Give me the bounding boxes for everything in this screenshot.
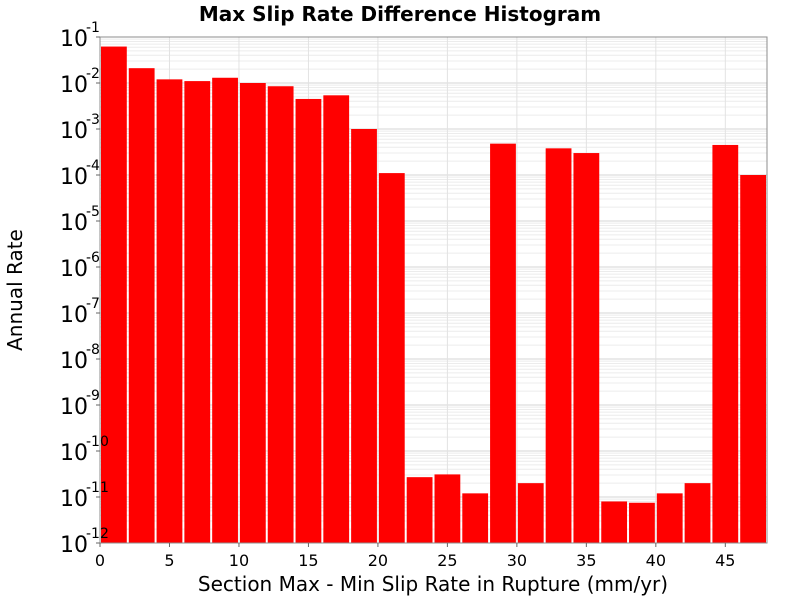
histogram-bar xyxy=(545,148,572,543)
histogram-bar xyxy=(128,68,155,543)
bars xyxy=(101,46,766,544)
histogram-bar xyxy=(239,83,266,543)
y-tick-label: 10 xyxy=(60,303,88,328)
histogram-bar xyxy=(573,153,600,543)
histogram-bar xyxy=(740,175,766,543)
histogram-bar xyxy=(295,98,322,544)
x-tick-label: 30 xyxy=(507,551,527,570)
x-tick-label: 40 xyxy=(646,551,666,570)
histogram-bar xyxy=(629,502,655,543)
x-tick-label: 5 xyxy=(164,551,174,570)
x-axis-label: Section Max - Min Slip Rate in Rupture (… xyxy=(198,572,668,596)
y-tick-label: 10 xyxy=(60,257,88,282)
histogram-bar xyxy=(351,129,377,543)
y-tick-label: 10 xyxy=(60,119,88,144)
y-axis-label: Annual Rate xyxy=(3,229,27,351)
histogram-bar xyxy=(378,173,405,543)
x-tick-label: 0 xyxy=(95,551,105,570)
y-tick-exponent: -3 xyxy=(86,112,100,128)
y-tick-exponent: -2 xyxy=(86,66,100,82)
x-tick-label: 15 xyxy=(298,551,318,570)
x-tick-label: 20 xyxy=(368,551,388,570)
histogram-bar xyxy=(684,483,711,543)
y-tick-label: 10 xyxy=(60,487,88,512)
histogram-bar xyxy=(267,86,294,543)
histogram-bar xyxy=(212,77,238,543)
histogram-bar xyxy=(406,477,433,543)
histogram-bar xyxy=(462,493,489,543)
y-tick-exponent: -11 xyxy=(86,480,109,496)
y-tick-exponent: -6 xyxy=(86,250,100,266)
y-tick-label: 10 xyxy=(60,211,88,236)
histogram-bar xyxy=(656,493,683,543)
histogram-bar xyxy=(601,501,628,543)
plot-frame xyxy=(99,36,768,544)
x-tick-label: 45 xyxy=(715,551,735,570)
histogram-bar xyxy=(184,81,211,543)
y-tick-label: 10 xyxy=(60,441,88,466)
histogram-bar xyxy=(156,79,183,543)
y-tick-exponent: -5 xyxy=(86,204,100,220)
y-tick-exponent: -7 xyxy=(86,296,100,312)
y-tick-exponent: -12 xyxy=(86,526,109,542)
y-tick-exponent: -9 xyxy=(86,388,100,404)
y-tick-exponent: -1 xyxy=(86,20,100,36)
y-axis-ticks: 10-1210-1110-1010-910-810-710-610-510-41… xyxy=(60,20,109,558)
x-tick-label: 25 xyxy=(437,551,457,570)
y-tick-exponent: -4 xyxy=(86,158,100,174)
histogram-bar xyxy=(323,95,350,544)
x-tick-label: 10 xyxy=(229,551,249,570)
y-tick-label: 10 xyxy=(60,395,88,420)
y-tick-label: 10 xyxy=(60,73,88,98)
histogram-bar xyxy=(490,143,516,543)
histogram-bar xyxy=(517,483,544,543)
chart-title: Max Slip Rate Difference Histogram xyxy=(199,2,601,26)
y-tick-exponent: -8 xyxy=(86,342,100,358)
histogram-bar xyxy=(712,144,739,544)
y-tick-exponent: -10 xyxy=(86,434,109,450)
histogram-bar xyxy=(101,46,127,543)
y-tick-label: 10 xyxy=(60,27,88,52)
y-tick-label: 10 xyxy=(60,349,88,374)
y-tick-label: 10 xyxy=(60,533,88,558)
x-axis-ticks: 0 5 10 15 20 25 30 35 40 45 xyxy=(95,543,735,570)
x-tick-label: 35 xyxy=(576,551,596,570)
y-tick-label: 10 xyxy=(60,165,88,190)
histogram-bar xyxy=(434,474,461,543)
